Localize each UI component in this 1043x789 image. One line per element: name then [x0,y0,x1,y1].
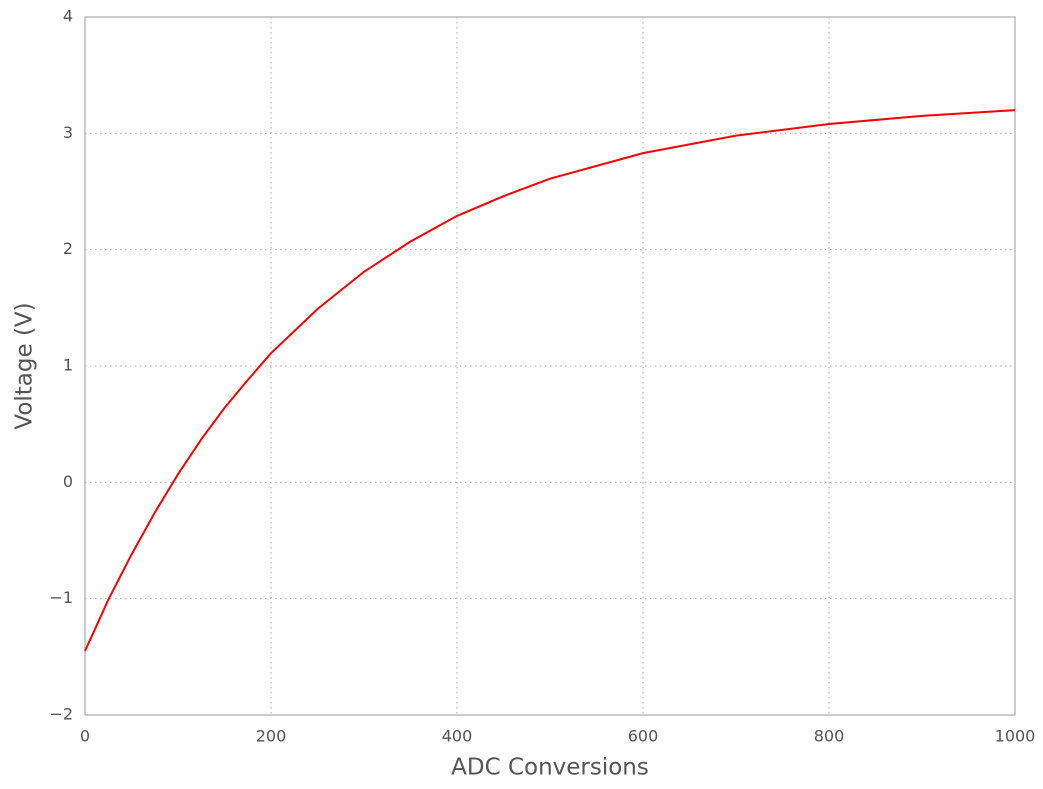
y-tick-label: 3 [63,123,73,142]
y-axis-label: Voltage (V) [12,302,38,429]
y-tick-label: 1 [63,356,73,375]
y-tick-label: 0 [63,472,73,491]
y-tick-label: 4 [63,7,73,26]
y-tick-label: −1 [49,588,73,607]
y-tick-label: −2 [49,705,73,724]
x-tick-label: 600 [628,727,659,746]
y-tick-label: 2 [63,239,73,258]
x-tick-label: 200 [256,727,287,746]
line [84,109,1016,652]
plot-frame [84,16,1016,716]
x-tick-label: 0 [80,727,90,746]
x-axis-label: ADC Conversions [451,755,649,781]
x-tick-label: 1000 [995,727,1036,746]
x-tick-label: 400 [442,727,473,746]
x-tick-label: 800 [814,727,845,746]
